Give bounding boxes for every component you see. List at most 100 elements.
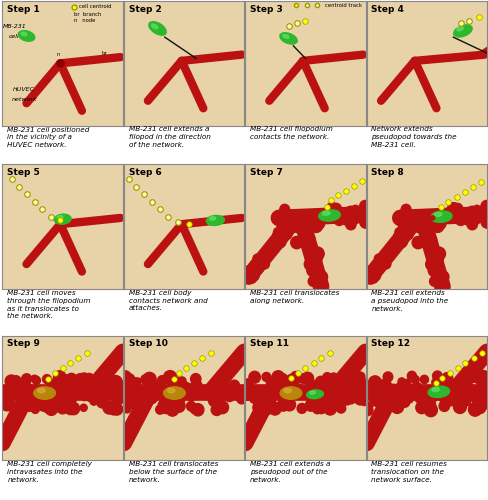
- Circle shape: [33, 376, 41, 384]
- Circle shape: [334, 210, 346, 223]
- Circle shape: [329, 373, 338, 383]
- Circle shape: [262, 372, 271, 382]
- Circle shape: [91, 386, 104, 400]
- Circle shape: [192, 404, 204, 416]
- Circle shape: [355, 393, 366, 405]
- Circle shape: [136, 398, 147, 410]
- Circle shape: [477, 377, 484, 384]
- Circle shape: [438, 376, 448, 387]
- Circle shape: [105, 386, 113, 394]
- Circle shape: [126, 395, 134, 402]
- Circle shape: [435, 384, 445, 394]
- Circle shape: [310, 220, 323, 232]
- Circle shape: [467, 206, 478, 218]
- Circle shape: [401, 210, 409, 218]
- Circle shape: [339, 378, 352, 392]
- Circle shape: [427, 211, 440, 224]
- Circle shape: [315, 208, 323, 218]
- Circle shape: [104, 380, 116, 392]
- Circle shape: [306, 211, 318, 224]
- Circle shape: [126, 388, 138, 400]
- Circle shape: [345, 207, 358, 220]
- Circle shape: [421, 236, 432, 248]
- Circle shape: [287, 374, 295, 383]
- Circle shape: [274, 230, 286, 242]
- Circle shape: [308, 248, 317, 257]
- Circle shape: [64, 394, 74, 404]
- Circle shape: [369, 274, 378, 283]
- Circle shape: [381, 250, 389, 258]
- Ellipse shape: [34, 387, 56, 400]
- Circle shape: [266, 377, 279, 390]
- Circle shape: [437, 271, 449, 283]
- Ellipse shape: [167, 388, 175, 392]
- Circle shape: [300, 236, 309, 246]
- Circle shape: [362, 404, 373, 415]
- Circle shape: [443, 208, 454, 220]
- Circle shape: [16, 386, 29, 399]
- Circle shape: [253, 262, 264, 274]
- Circle shape: [298, 374, 307, 384]
- Circle shape: [345, 206, 357, 218]
- Circle shape: [468, 374, 476, 382]
- Ellipse shape: [306, 390, 324, 398]
- Circle shape: [469, 209, 479, 219]
- Circle shape: [299, 388, 310, 399]
- Circle shape: [42, 400, 54, 413]
- Circle shape: [123, 404, 131, 413]
- Circle shape: [121, 371, 131, 382]
- Circle shape: [442, 372, 453, 384]
- Circle shape: [403, 380, 410, 388]
- Circle shape: [466, 372, 475, 382]
- Circle shape: [420, 224, 429, 234]
- Ellipse shape: [280, 32, 297, 44]
- Circle shape: [135, 392, 146, 404]
- Text: Step 8: Step 8: [371, 168, 404, 177]
- Circle shape: [354, 379, 364, 389]
- Circle shape: [310, 262, 320, 273]
- Circle shape: [118, 386, 130, 399]
- Circle shape: [144, 390, 158, 404]
- Circle shape: [315, 282, 325, 292]
- Circle shape: [261, 248, 273, 260]
- Circle shape: [290, 212, 298, 219]
- Circle shape: [421, 236, 430, 246]
- Circle shape: [286, 212, 296, 221]
- Circle shape: [37, 392, 47, 402]
- Circle shape: [361, 398, 368, 406]
- Circle shape: [269, 402, 281, 415]
- Circle shape: [79, 373, 89, 384]
- Circle shape: [366, 402, 373, 409]
- Circle shape: [260, 250, 267, 258]
- Circle shape: [374, 392, 383, 402]
- Circle shape: [216, 401, 228, 413]
- Circle shape: [347, 211, 360, 224]
- Circle shape: [268, 388, 279, 399]
- Circle shape: [163, 370, 177, 384]
- Circle shape: [294, 216, 305, 228]
- Circle shape: [291, 236, 303, 248]
- Circle shape: [420, 226, 431, 237]
- Circle shape: [47, 379, 58, 390]
- Circle shape: [475, 402, 486, 413]
- Circle shape: [144, 380, 152, 388]
- Circle shape: [313, 270, 325, 282]
- Circle shape: [292, 392, 299, 398]
- Circle shape: [107, 380, 116, 388]
- Circle shape: [56, 390, 68, 402]
- Circle shape: [306, 244, 315, 252]
- Circle shape: [327, 390, 338, 401]
- Circle shape: [280, 213, 292, 225]
- Circle shape: [260, 259, 269, 269]
- Ellipse shape: [206, 216, 224, 226]
- Circle shape: [394, 231, 404, 241]
- Ellipse shape: [21, 32, 27, 36]
- Circle shape: [298, 226, 310, 237]
- Circle shape: [425, 388, 434, 398]
- Circle shape: [141, 375, 150, 384]
- Circle shape: [342, 395, 352, 405]
- Text: Step 1: Step 1: [7, 4, 40, 14]
- Circle shape: [378, 395, 388, 406]
- Circle shape: [286, 210, 295, 218]
- Circle shape: [353, 388, 362, 396]
